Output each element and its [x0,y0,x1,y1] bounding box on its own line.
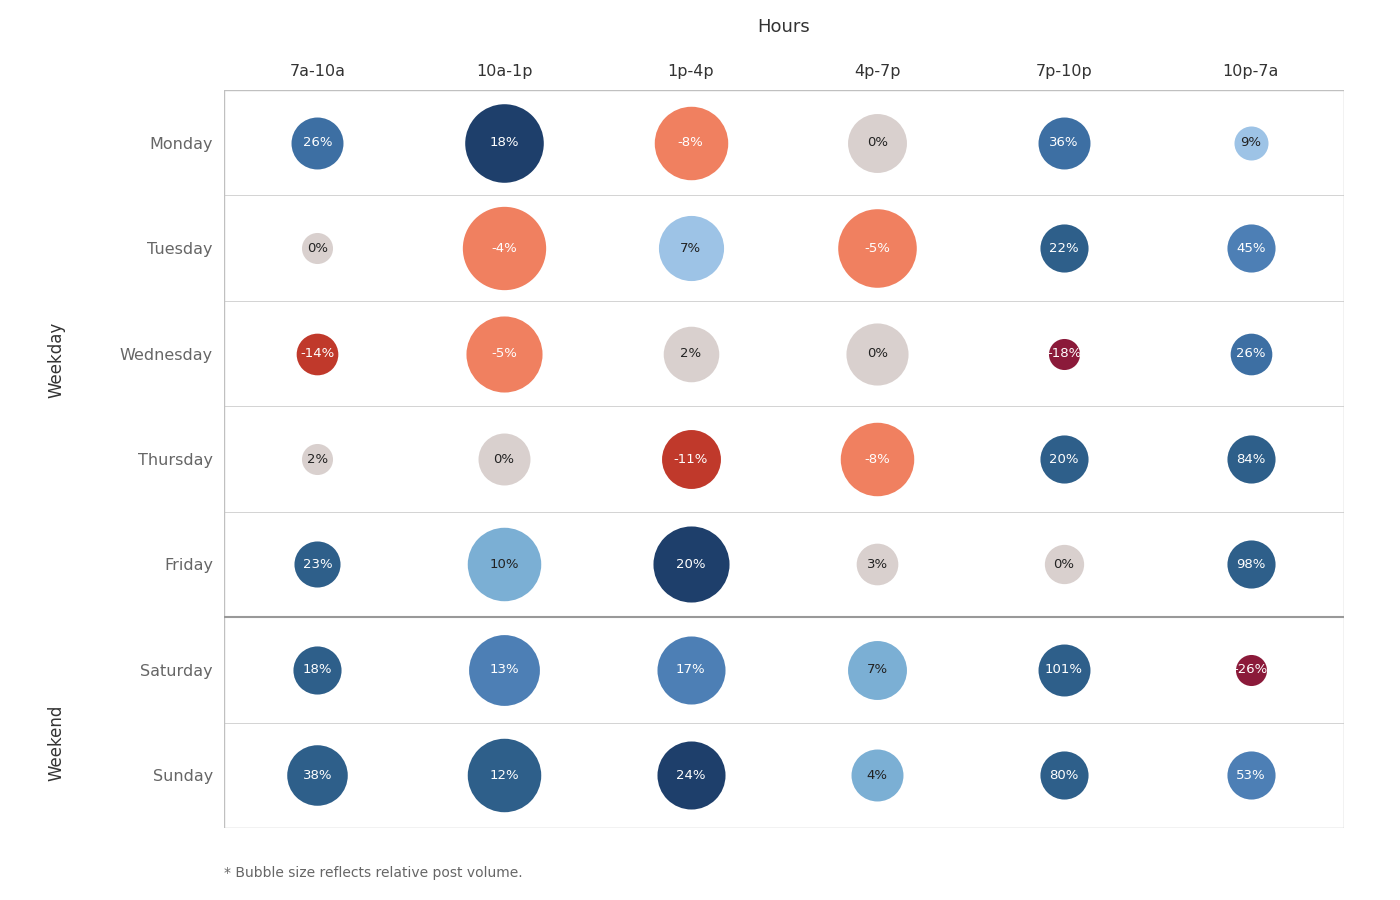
Text: 2%: 2% [307,453,328,465]
Text: Hours: Hours [757,18,811,36]
Point [1053,662,1075,677]
Text: 10%: 10% [489,558,519,571]
Point [867,346,889,361]
Point [493,557,515,572]
Text: 53%: 53% [1236,769,1266,782]
Text: 18%: 18% [302,663,332,677]
Point [1239,241,1261,256]
Point [679,557,701,572]
Text: 98%: 98% [1236,558,1266,571]
Text: 0%: 0% [867,136,888,149]
Point [679,346,701,361]
Text: 9%: 9% [1240,136,1261,149]
Point [867,662,889,677]
Text: 0%: 0% [1053,558,1075,571]
Text: Weekend: Weekend [48,705,64,780]
Text: Weekday: Weekday [48,322,64,398]
Point [1053,241,1075,256]
Text: 4%: 4% [867,769,888,782]
Point [307,452,329,466]
Text: 3%: 3% [867,558,888,571]
Point [493,452,515,466]
Text: 45%: 45% [1236,241,1266,255]
Point [1239,768,1261,782]
Point [1053,136,1075,150]
Point [679,452,701,466]
Text: 22%: 22% [1049,241,1079,255]
Text: -8%: -8% [678,136,704,149]
Text: * Bubble size reflects relative post volume.: * Bubble size reflects relative post vol… [224,867,522,880]
Text: 0%: 0% [493,453,515,465]
Point [679,662,701,677]
Point [307,241,329,256]
Point [679,241,701,256]
Text: 24%: 24% [676,769,706,782]
Text: 0%: 0% [307,241,328,255]
Point [493,346,515,361]
Point [307,662,329,677]
Point [1239,136,1261,150]
Text: -11%: -11% [673,453,708,465]
Point [1239,557,1261,572]
Text: -5%: -5% [491,347,517,360]
Text: 20%: 20% [676,558,706,571]
Text: 18%: 18% [489,136,519,149]
Point [307,136,329,150]
Text: 84%: 84% [1236,453,1266,465]
Text: -14%: -14% [300,347,335,360]
Text: -8%: -8% [864,453,890,465]
Point [867,557,889,572]
Text: 101%: 101% [1044,663,1084,677]
Text: 26%: 26% [1236,347,1266,360]
Text: 26%: 26% [302,136,332,149]
Point [1053,768,1075,782]
Point [1053,452,1075,466]
Point [1239,452,1261,466]
Text: 7%: 7% [680,241,701,255]
Point [679,768,701,782]
Point [493,136,515,150]
Text: 36%: 36% [1049,136,1079,149]
Text: -18%: -18% [1047,347,1081,360]
Point [679,136,701,150]
Text: -5%: -5% [864,241,890,255]
Point [493,768,515,782]
Point [1053,557,1075,572]
Point [867,768,889,782]
Point [1053,346,1075,361]
Text: 80%: 80% [1050,769,1078,782]
Text: 12%: 12% [489,769,519,782]
Point [867,452,889,466]
Text: -4%: -4% [491,241,517,255]
Point [493,662,515,677]
Text: 0%: 0% [867,347,888,360]
Text: 20%: 20% [1049,453,1079,465]
Point [1239,346,1261,361]
Point [307,346,329,361]
Point [867,241,889,256]
Point [493,241,515,256]
Text: 38%: 38% [302,769,332,782]
Point [867,136,889,150]
Point [1239,662,1261,677]
Point [307,557,329,572]
Point [307,768,329,782]
Text: 13%: 13% [489,663,519,677]
Text: 7%: 7% [867,663,888,677]
Text: 23%: 23% [302,558,332,571]
Text: -26%: -26% [1233,663,1268,677]
Text: 2%: 2% [680,347,701,360]
Text: 17%: 17% [676,663,706,677]
